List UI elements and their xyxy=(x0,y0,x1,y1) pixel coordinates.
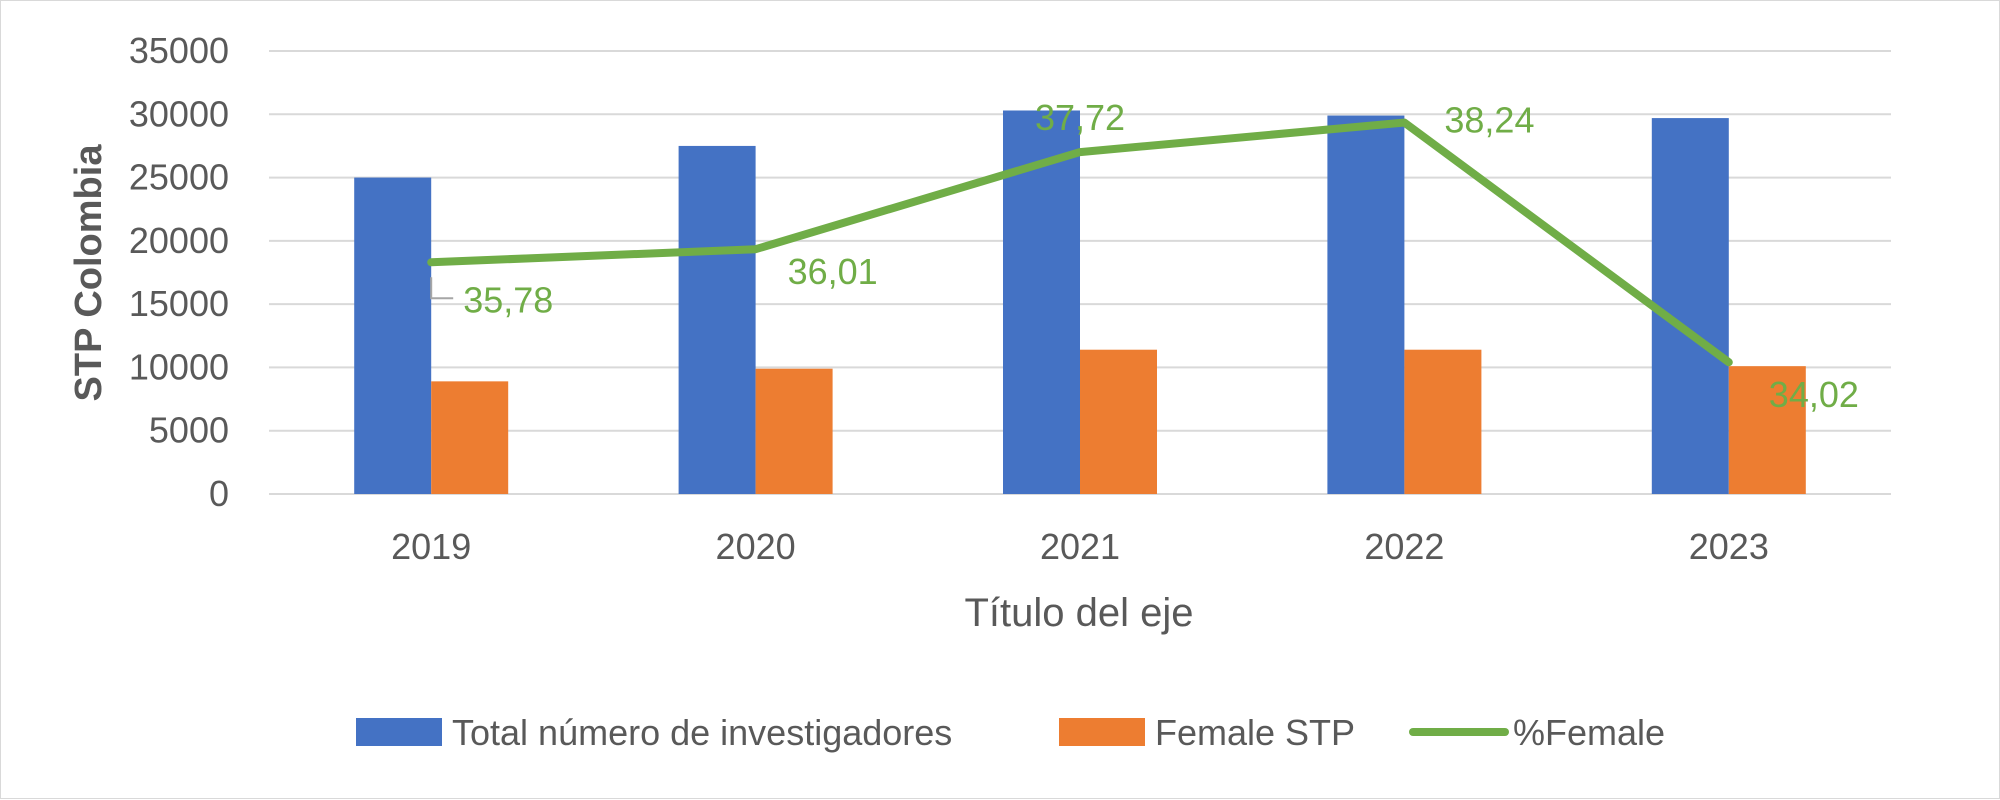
y-tick-label: 10000 xyxy=(129,346,229,387)
bar-female-stp xyxy=(1080,349,1157,494)
y-tick-label: 0 xyxy=(209,473,229,514)
y-axis-title: STP Colombia xyxy=(68,144,110,402)
female-percent-series xyxy=(427,118,1733,367)
legend-swatch xyxy=(1059,718,1145,746)
bar-female-stp xyxy=(755,368,833,494)
female-percent-data-label: 36,01 xyxy=(788,251,878,292)
female-percent-data-label: 38,24 xyxy=(1444,100,1534,141)
y-tick-label: 25000 xyxy=(129,157,229,198)
bar-female-stp xyxy=(1404,349,1482,494)
bar-total-investigadores xyxy=(1327,115,1405,495)
x-tick-label: 2022 xyxy=(1364,526,1444,567)
y-tick-label: 20000 xyxy=(129,220,229,261)
y-tick-label: 15000 xyxy=(129,283,229,324)
y-tick-label: 5000 xyxy=(149,410,229,451)
bar-total-investigadores xyxy=(1651,118,1729,494)
legend: Total número de investigadores Female STP… xyxy=(356,712,1665,753)
y-tick-label: 35000 xyxy=(129,30,229,71)
data-label-leader-line xyxy=(430,277,454,300)
female-percent-data-label: 34,02 xyxy=(1769,374,1859,415)
x-tick-label: 2019 xyxy=(391,526,471,567)
legend-label: Total número de investigadores xyxy=(452,712,952,753)
legend-swatch xyxy=(356,718,442,746)
bar-total-investigadores xyxy=(354,177,432,495)
female-percent-line: 35,78 36,01 37,72 38,24 34,02 xyxy=(427,97,1859,415)
x-axis-ticks: 2019 2020 2021 2022 2023 xyxy=(391,526,1769,567)
y-axis-ticks: 35000 30000 25000 20000 15000 10000 5000 0 xyxy=(129,30,229,514)
y-tick-label: 30000 xyxy=(129,93,229,134)
female-percent-data-label: 35,78 xyxy=(463,279,553,320)
bars xyxy=(354,110,1806,495)
legend-label: Female STP xyxy=(1155,712,1355,753)
bar-female-stp xyxy=(1728,366,1806,494)
female-percent-data-label: 37,72 xyxy=(1035,97,1125,138)
x-tick-label: 2021 xyxy=(1040,526,1120,567)
x-tick-label: 2020 xyxy=(716,526,796,567)
legend-label: %Female xyxy=(1513,712,1665,753)
bar-total-investigadores xyxy=(678,145,756,494)
bar-female-stp xyxy=(431,381,509,494)
x-tick-label: 2023 xyxy=(1689,526,1769,567)
x-axis-title: Título del eje xyxy=(964,591,1193,635)
